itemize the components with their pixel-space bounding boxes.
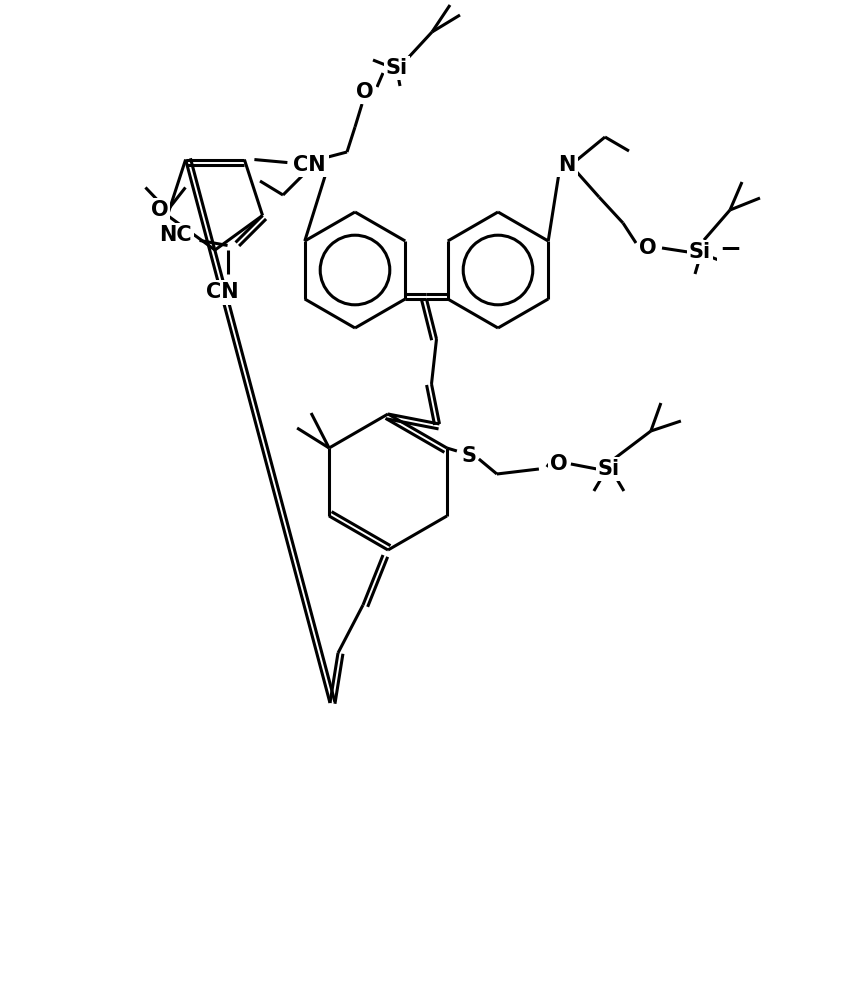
Text: O: O — [639, 238, 656, 258]
Text: CN: CN — [207, 282, 239, 302]
Text: Si: Si — [386, 58, 408, 78]
Text: NC: NC — [159, 225, 192, 245]
Text: O: O — [550, 454, 567, 474]
Text: Si: Si — [689, 242, 711, 262]
Text: O: O — [357, 82, 374, 102]
Text: −: − — [719, 237, 741, 263]
Text: N: N — [309, 155, 327, 175]
Text: O: O — [151, 200, 168, 220]
Text: CN: CN — [293, 155, 326, 175]
Text: S: S — [461, 446, 476, 466]
Text: Si: Si — [598, 459, 620, 479]
Text: N: N — [558, 155, 576, 175]
